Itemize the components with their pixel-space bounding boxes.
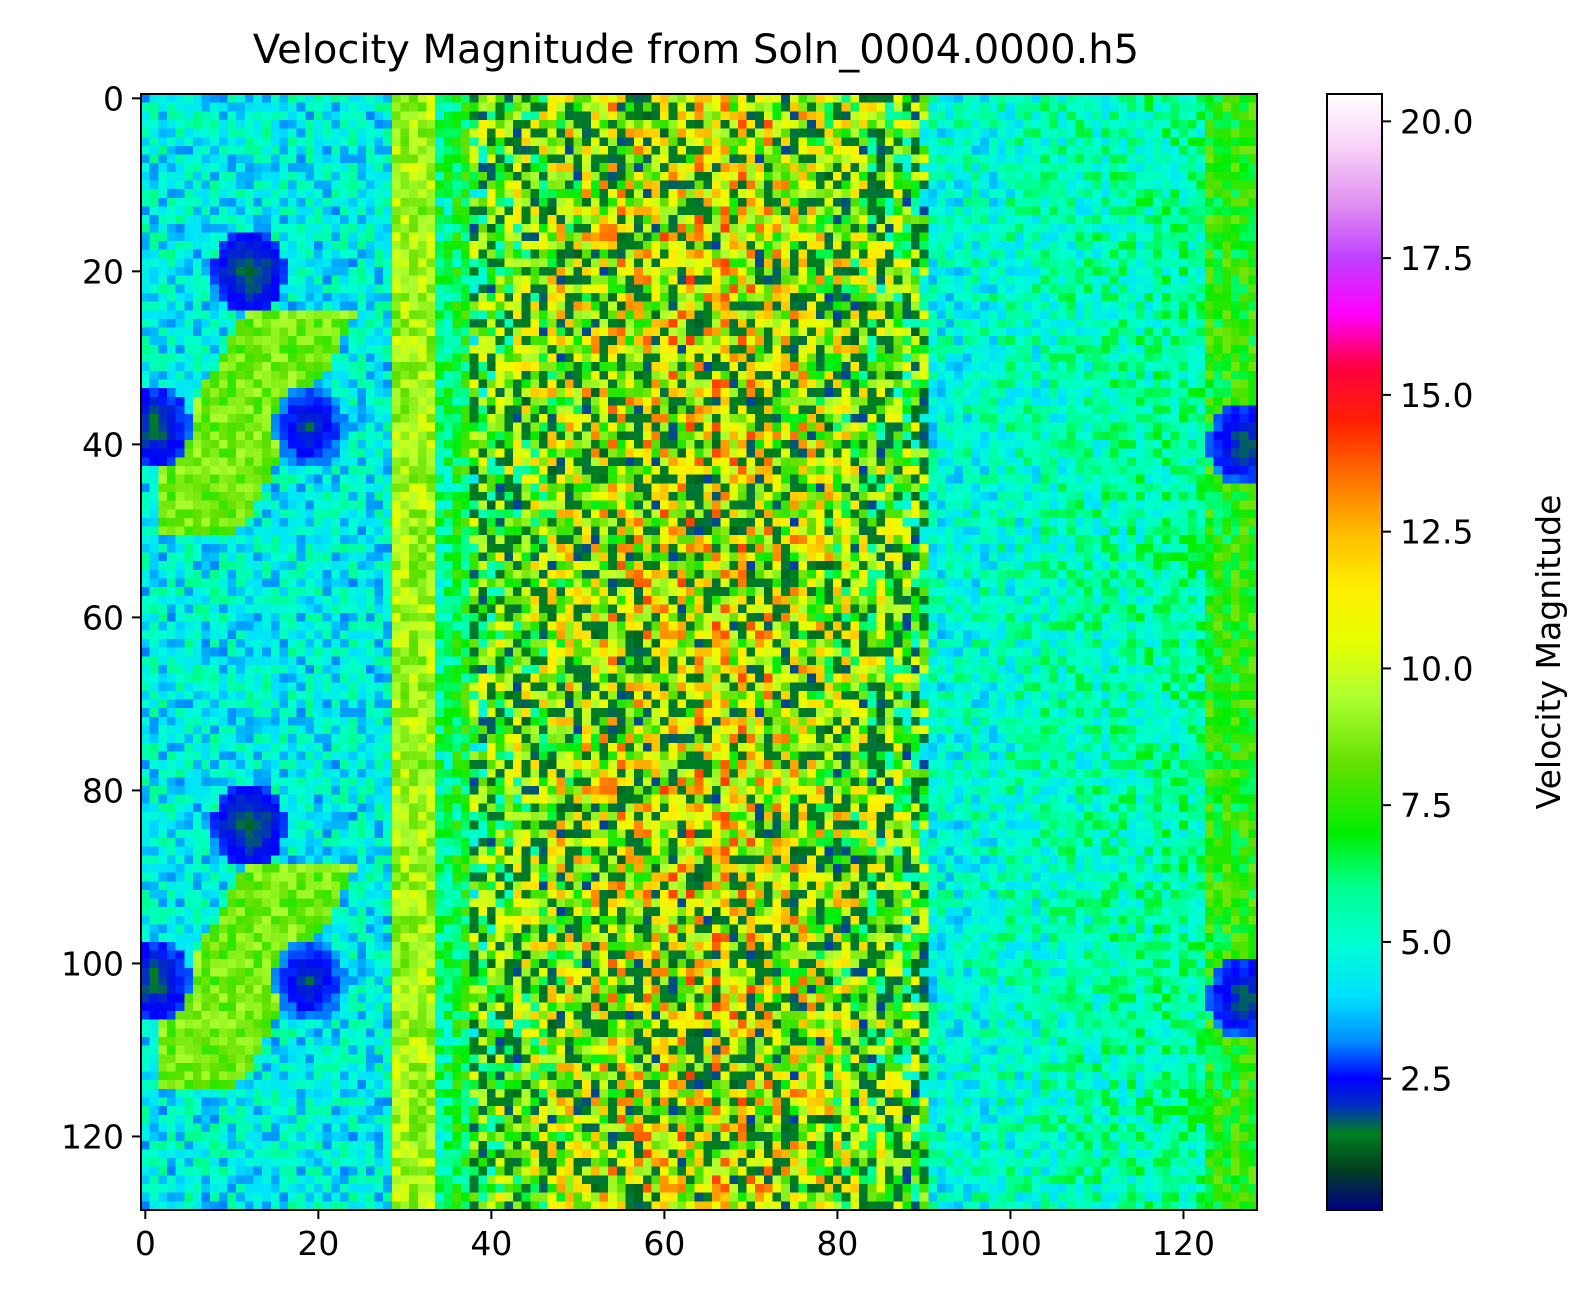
y-tick-label: 120 [61,1117,124,1156]
colorbar-label: Velocity Magnitude [1529,495,1568,810]
chart-title: Velocity Magnitude from Soln_0004.0000.h… [253,27,1139,73]
colorbar-tick-label: 20.0 [1400,102,1473,141]
colorbar-tick-label: 7.5 [1400,786,1452,825]
x-tick-label: 80 [816,1224,858,1263]
plot-frame [140,93,1258,1211]
x-tick-label: 60 [643,1224,685,1263]
x-tick-label: 120 [1152,1224,1215,1263]
x-tick-label: 100 [979,1224,1042,1263]
y-tick-label: 100 [61,944,124,983]
colorbar-tick-label: 10.0 [1400,649,1473,688]
colorbar-tick-label: 17.5 [1400,239,1473,278]
y-tick-label: 40 [82,425,124,464]
y-axis: 0 20 40 60 80 100 120 [61,79,141,1156]
colorbar: 2.5 5.0 7.5 10.0 12.5 15.0 17.5 20.0 Velocity M… [1326,93,1568,1211]
x-tick-label: 20 [297,1224,339,1263]
colorbar-gradient [1327,94,1382,1210]
colorbar-axis: 2.5 5.0 7.5 10.0 12.5 15.0 17.5 20.0 [1382,102,1473,1099]
x-axis: 0 20 40 60 80 100 120 [135,1210,1215,1263]
y-tick-label: 20 [82,252,124,291]
y-tick-label: 80 [82,771,124,810]
colorbar-tick-label: 15.0 [1400,376,1473,415]
x-tick-label: 40 [470,1224,512,1263]
x-tick-label: 0 [135,1224,156,1263]
colorbar-frame [1326,93,1383,1211]
y-tick-label: 0 [103,79,124,118]
y-tick-label: 60 [82,598,124,637]
colorbar-tick-label: 5.0 [1400,923,1452,962]
colorbar-tick-label: 2.5 [1400,1060,1452,1099]
heatmap-field [141,94,1257,1210]
colorbar-tick-label: 12.5 [1400,513,1473,552]
